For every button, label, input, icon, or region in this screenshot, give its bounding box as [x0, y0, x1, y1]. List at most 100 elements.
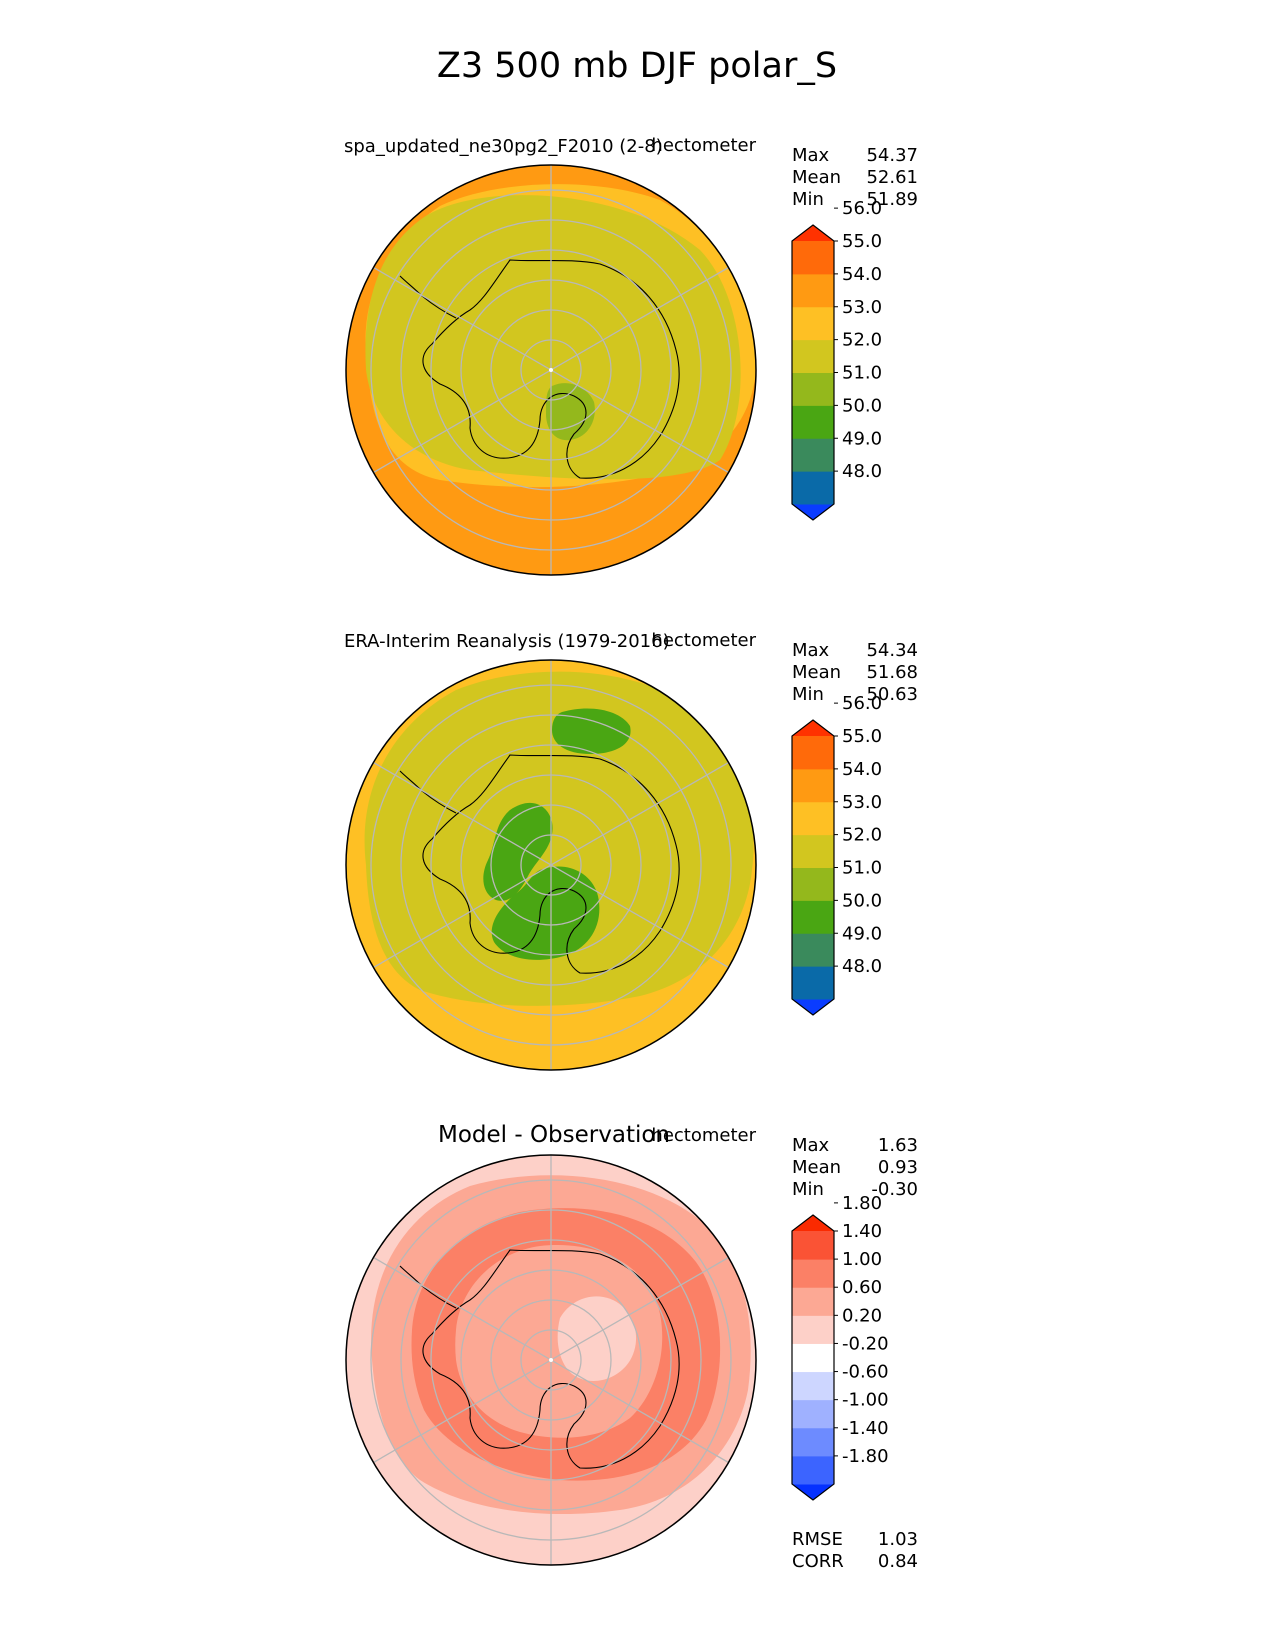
panel-units: hectometer	[651, 1125, 756, 1146]
colorbar-tick-label: 1.00	[842, 1249, 882, 1270]
panel-title: ERA-Interim Reanalysis (1979-2016)	[344, 631, 670, 652]
colorbar-tick-label: 49.0	[842, 428, 882, 449]
colorbar-segment	[792, 273, 834, 308]
stats-box: Max 54.37 Mean 52.61 Min 51.89	[792, 145, 918, 210]
colorbar-ticks: -1.80 -1.40 -1.00 -0.60 -0.20 0.20 0.60 …	[842, 1193, 889, 1467]
colorbar-tick-label: 1.80	[842, 1193, 882, 1214]
stat-value-max: 54.34	[866, 640, 918, 661]
map-gridlines	[370, 660, 732, 1070]
map-fill	[346, 1155, 756, 1565]
colorbar: -1.80 -1.40 -1.00 -0.60 -0.20 0.20 0.60 …	[791, 1193, 889, 1501]
region-pacific-low-patch	[552, 708, 631, 754]
stat-label-mean: Mean	[792, 1157, 841, 1178]
colorbar-tick-label: 55.0	[842, 231, 882, 252]
colorbar-segment	[792, 1455, 834, 1485]
metric-label-rmse: RMSE	[792, 1529, 843, 1550]
colorbar-segment	[792, 372, 834, 406]
pole-marker	[549, 368, 553, 372]
map-fill	[346, 165, 756, 575]
colorbar-extend-low	[792, 999, 834, 1015]
colorbar-segment	[792, 1343, 834, 1373]
colorbar-tick-label: 54.0	[842, 264, 882, 285]
colorbar-segment	[792, 834, 834, 868]
stat-label-max: Max	[792, 640, 830, 661]
metric-value-rmse: 1.03	[878, 1529, 918, 1550]
stat-value-mean: 0.93	[878, 1157, 918, 1178]
region-polar-cap	[365, 195, 741, 480]
stat-value-max: 54.37	[866, 145, 918, 166]
stat-label-min: Min	[792, 1179, 824, 1200]
colorbar-tick-label: -1.80	[842, 1446, 889, 1467]
colorbar-segment	[792, 801, 834, 836]
coastline	[422, 754, 680, 974]
stat-label-min: Min	[792, 189, 824, 210]
map-boundary	[345, 1154, 757, 1566]
map-fill	[346, 660, 756, 1070]
colorbar-segment	[792, 768, 834, 803]
colorbar-segment	[792, 1427, 834, 1457]
colorbar-tick-label: 55.0	[842, 726, 882, 747]
map-boundary	[345, 164, 757, 576]
colorbar-segment	[792, 438, 834, 472]
colorbar-extend-high	[792, 720, 834, 736]
stat-label-mean: Mean	[792, 167, 841, 188]
colorbar-ticks: 48.0 49.0 50.0 51.0 52.0 53.0 54.0 55.0 …	[842, 693, 882, 977]
colorbar-segment	[792, 1399, 834, 1429]
colorbar: 48.0 49.0 50.0 51.0 52.0 53.0 54.0 55.0 …	[791, 198, 882, 521]
colorbar-segment	[792, 1371, 834, 1401]
stats-box: Max 1.63 Mean 0.93 Min -0.30	[792, 1135, 918, 1200]
colorbar-segment	[792, 339, 834, 373]
map-gridlines	[370, 165, 732, 575]
colorbar-tick-label: 56.0	[842, 693, 882, 714]
colorbar-segment	[792, 933, 834, 967]
colorbar-segment	[792, 900, 834, 934]
colorbar-tick-label: 48.0	[842, 461, 882, 482]
colorbar-extend-high	[792, 1215, 834, 1231]
stat-value-mean: 51.68	[866, 662, 918, 683]
stat-value-mean: 52.61	[866, 167, 918, 188]
colorbar-tick-label: 49.0	[842, 923, 882, 944]
colorbar-tick-label: -0.20	[842, 1333, 889, 1354]
stat-value-min: -0.30	[871, 1179, 918, 1200]
colorbar-tick-label: 53.0	[842, 297, 882, 318]
colorbar-tick-label: 53.0	[842, 792, 882, 813]
panel-observation: ERA-Interim Reanalysis (1979-2016) hecto…	[344, 630, 918, 1071]
panel-units: hectometer	[651, 630, 756, 651]
colorbar-tick-label: 52.0	[842, 330, 882, 351]
colorbar-tick-label: -1.00	[842, 1390, 889, 1411]
coastline	[422, 259, 680, 479]
colorbar-segment	[792, 1231, 834, 1260]
stat-label-mean: Mean	[792, 662, 841, 683]
colorbar-tick-label: 1.40	[842, 1221, 882, 1242]
colorbar-tick-label: 48.0	[842, 956, 882, 977]
colorbar-segment	[792, 1287, 834, 1316]
map-boundary	[345, 659, 757, 1071]
metric-label-corr: CORR	[792, 1551, 844, 1572]
colorbar-tick-label: 56.0	[842, 198, 882, 219]
stat-label-max: Max	[792, 145, 830, 166]
colorbar-tick-label: -1.40	[842, 1418, 889, 1439]
colorbar-extend-high	[792, 225, 834, 241]
colorbar-segments	[791, 1202, 838, 1501]
colorbar-segments	[791, 207, 838, 521]
stat-value-min: 51.89	[866, 189, 918, 210]
colorbar-ticks: 48.0 49.0 50.0 51.0 52.0 53.0 54.0 55.0 …	[842, 198, 882, 482]
panel-difference: Model - Observation hectometer Max 1.63	[345, 1122, 918, 1572]
region-weak-center	[557, 1296, 637, 1381]
colorbar-tick-label: 0.60	[842, 1277, 882, 1298]
region-polar-low-lobe	[483, 802, 553, 901]
colorbar-segment	[792, 241, 834, 275]
stat-value-max: 1.63	[878, 1135, 918, 1156]
panel-title: spa_updated_ne30pg2_F2010 (2-8)	[344, 136, 663, 157]
colorbar-tick-label: 50.0	[842, 890, 882, 911]
colorbar-segment	[792, 867, 834, 901]
colorbar-extend-low	[792, 1484, 834, 1500]
stat-value-min: 50.63	[866, 684, 918, 705]
pole-marker	[549, 1358, 553, 1362]
colorbar-segment	[792, 966, 834, 1000]
colorbar-tick-label: 50.0	[842, 395, 882, 416]
coastline	[422, 1249, 680, 1469]
panel-title: Model - Observation	[438, 1122, 670, 1148]
colorbar-segment	[792, 1259, 834, 1288]
colorbar-tick-label: 0.20	[842, 1305, 882, 1326]
